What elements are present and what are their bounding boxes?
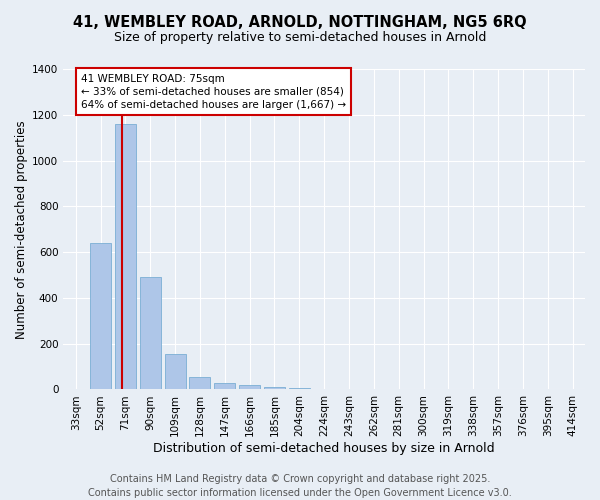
X-axis label: Distribution of semi-detached houses by size in Arnold: Distribution of semi-detached houses by … [154, 442, 495, 455]
Bar [264, 387, 285, 390]
Bar [239, 385, 260, 390]
Text: 41 WEMBLEY ROAD: 75sqm
← 33% of semi-detached houses are smaller (854)
64% of se: 41 WEMBLEY ROAD: 75sqm ← 33% of semi-det… [81, 74, 346, 110]
Text: Contains HM Land Registry data © Crown copyright and database right 2025.
Contai: Contains HM Land Registry data © Crown c… [88, 474, 512, 498]
Text: 41, WEMBLEY ROAD, ARNOLD, NOTTINGHAM, NG5 6RQ: 41, WEMBLEY ROAD, ARNOLD, NOTTINGHAM, NG… [73, 15, 527, 30]
Bar [289, 388, 310, 390]
Text: Size of property relative to semi-detached houses in Arnold: Size of property relative to semi-detach… [114, 31, 486, 44]
Bar [164, 354, 185, 390]
Bar [190, 377, 211, 390]
Bar [214, 382, 235, 390]
Bar [140, 278, 161, 390]
Bar [115, 124, 136, 390]
Y-axis label: Number of semi-detached properties: Number of semi-detached properties [15, 120, 28, 338]
Bar [90, 243, 111, 390]
